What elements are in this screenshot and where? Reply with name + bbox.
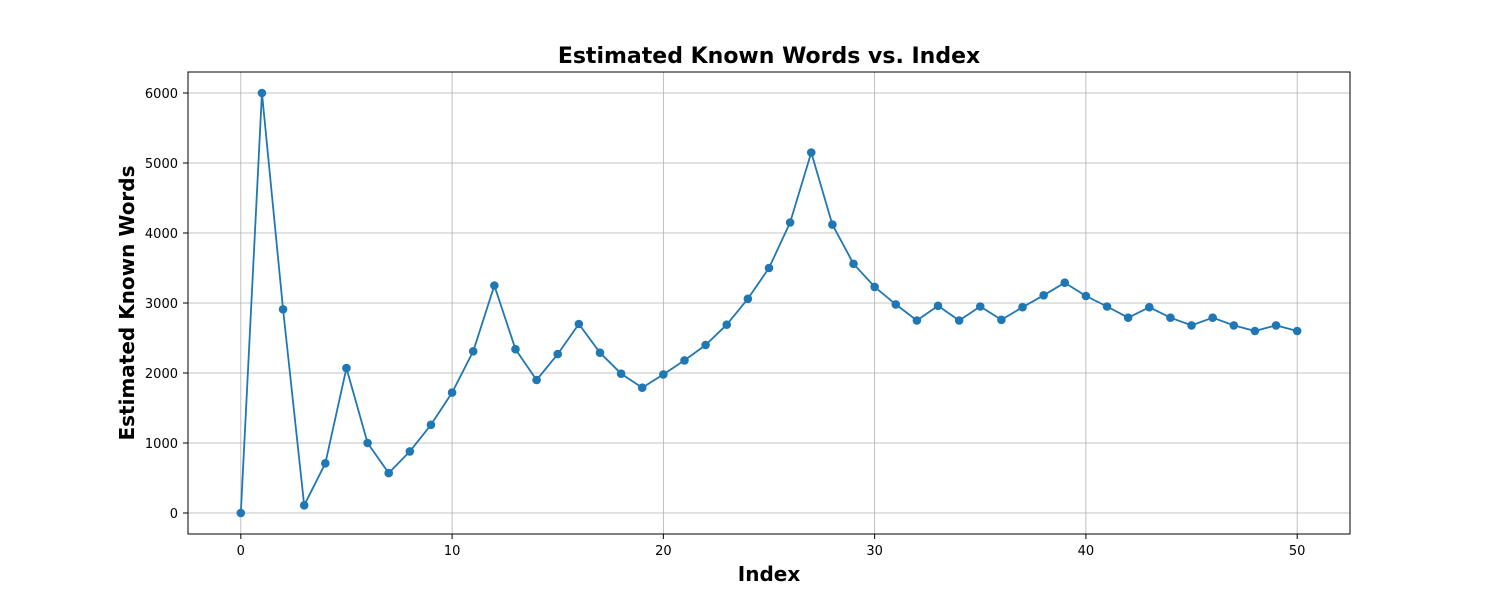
data-point — [574, 319, 584, 329]
data-point — [405, 447, 415, 456]
data-point — [1102, 302, 1112, 311]
data-point — [278, 305, 288, 314]
data-point — [912, 316, 922, 325]
y-tick-label: 0 — [170, 507, 178, 522]
data-point — [363, 438, 372, 448]
chart-title: Estimated Known Words vs. Index — [558, 44, 980, 69]
grid-lines — [188, 72, 1350, 534]
x-tick-label: 40 — [1078, 544, 1095, 559]
x-tick-label: 20 — [655, 544, 672, 559]
data-point — [954, 316, 964, 325]
data-point — [1123, 313, 1133, 323]
data-point — [1039, 291, 1048, 300]
data-point — [659, 370, 668, 379]
x-axis-title: Index — [738, 562, 801, 586]
data-point — [1208, 313, 1217, 323]
y-tick-label: 1000 — [145, 437, 178, 452]
data-point — [1081, 291, 1091, 301]
x-tick-label: 0 — [237, 544, 245, 559]
y-tick-label: 4000 — [145, 227, 178, 242]
data-point — [468, 347, 478, 356]
data-point — [1018, 302, 1027, 312]
data-point — [806, 148, 816, 157]
data-point — [680, 356, 689, 365]
data-point — [891, 300, 901, 309]
data-point — [849, 259, 858, 269]
data-point — [743, 294, 753, 304]
data-point — [1229, 321, 1239, 330]
x-tick-label: 10 — [444, 544, 461, 559]
data-point — [933, 301, 943, 311]
data-point — [1144, 302, 1154, 312]
data-point — [722, 320, 732, 330]
y-tick-label: 2000 — [145, 367, 178, 382]
data-point — [1187, 321, 1196, 330]
data-point — [447, 388, 457, 397]
y-tick-label: 3000 — [145, 297, 178, 312]
data-point — [828, 220, 837, 229]
data-point — [1060, 278, 1070, 288]
data-point — [342, 363, 351, 373]
data-point — [870, 282, 879, 292]
data-point — [321, 459, 330, 468]
data-point — [511, 344, 520, 354]
data-point — [637, 383, 647, 393]
data-point — [701, 340, 710, 350]
data-point — [997, 315, 1006, 325]
data-point — [553, 349, 563, 359]
axis-ticks: 0 10 20 30 40 50 0 1000 2000 3000 4000 5000 6000 — [145, 87, 1306, 559]
data-point — [616, 369, 626, 379]
data-point — [1271, 321, 1281, 330]
data-point — [257, 88, 267, 98]
data-point — [236, 508, 246, 518]
data-point — [764, 263, 774, 273]
data-point — [595, 348, 605, 358]
y-axis-title: Estimated Known Words — [115, 165, 139, 440]
x-tick-label: 30 — [866, 544, 883, 559]
data-point — [975, 302, 985, 311]
y-tick-label: 6000 — [145, 87, 178, 102]
data-point — [299, 501, 309, 510]
data-point — [532, 375, 541, 385]
data-point — [785, 218, 795, 227]
data-point — [1250, 326, 1260, 336]
data-point — [1292, 326, 1302, 336]
data-point — [490, 281, 499, 290]
x-tick-label: 50 — [1289, 544, 1306, 559]
series-layer — [236, 88, 1302, 518]
data-point — [384, 468, 394, 478]
data-point — [426, 420, 436, 430]
y-tick-label: 5000 — [145, 157, 178, 172]
data-point — [1166, 313, 1175, 323]
